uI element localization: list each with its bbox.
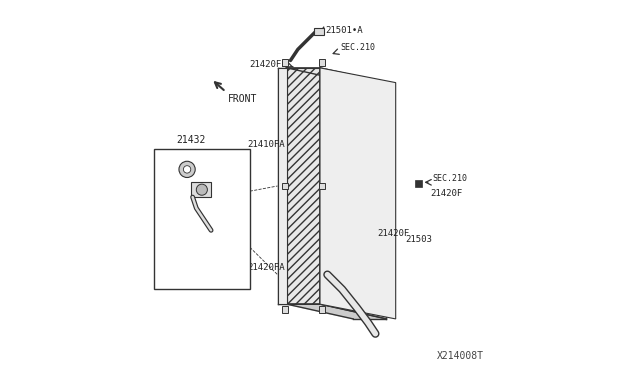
Circle shape <box>179 161 195 177</box>
Text: 21410FA: 21410FA <box>247 140 285 149</box>
Bar <box>282 307 288 313</box>
Bar <box>319 59 325 65</box>
Polygon shape <box>320 68 387 319</box>
Bar <box>154 149 250 289</box>
Text: 21501•A: 21501•A <box>326 26 363 35</box>
Text: 21503: 21503 <box>405 235 432 244</box>
Text: 21420FB: 21420FB <box>249 60 287 69</box>
Text: 21410AA: 21410AA <box>176 276 211 285</box>
Polygon shape <box>287 304 387 319</box>
Text: 21420FA: 21420FA <box>247 263 285 272</box>
Bar <box>191 182 211 197</box>
Bar <box>282 59 288 65</box>
Text: FRONT: FRONT <box>228 94 257 104</box>
Text: 21420G: 21420G <box>176 150 206 159</box>
Polygon shape <box>287 68 320 304</box>
Bar <box>314 28 324 35</box>
Text: 21501: 21501 <box>180 176 205 185</box>
Polygon shape <box>287 68 320 304</box>
Bar <box>319 307 325 313</box>
Polygon shape <box>278 68 287 304</box>
Bar <box>282 183 288 189</box>
Text: SEC.210: SEC.210 <box>340 43 375 52</box>
Text: 21432: 21432 <box>176 135 205 145</box>
Text: X214008T: X214008T <box>437 351 484 361</box>
Polygon shape <box>320 68 396 319</box>
Bar <box>415 180 422 187</box>
Text: 21420F: 21420F <box>377 230 410 238</box>
Text: SEC.210: SEC.210 <box>433 174 468 183</box>
Circle shape <box>196 184 207 195</box>
Text: 21420F: 21420F <box>431 189 463 198</box>
Text: 21410F: 21410F <box>168 264 198 273</box>
Bar <box>319 183 325 189</box>
Polygon shape <box>287 68 387 83</box>
Circle shape <box>184 166 191 173</box>
